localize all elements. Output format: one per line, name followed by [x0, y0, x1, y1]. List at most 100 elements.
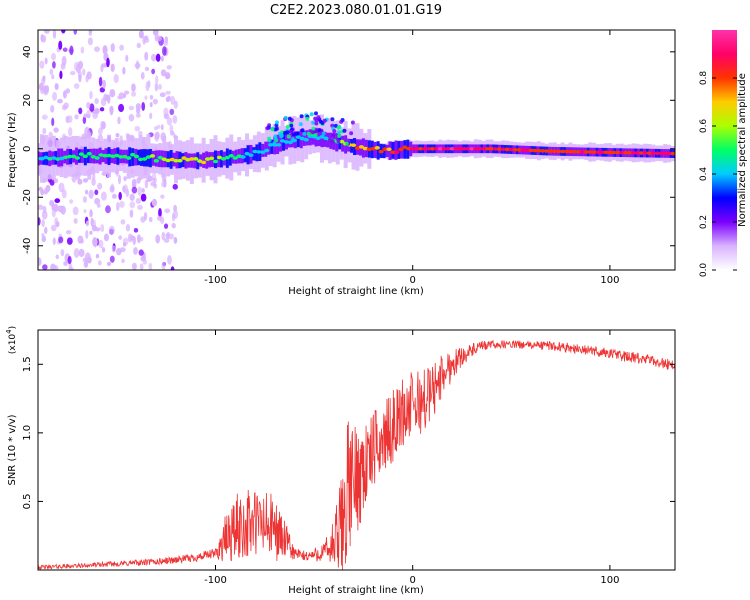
- spectrogram-noise-blob: [148, 262, 153, 270]
- spectrogram-noise-blob: [54, 83, 59, 91]
- spectrogram-ridge-cell: [670, 151, 675, 156]
- spectrogram-ridge-cell: [658, 151, 664, 156]
- spectrogram-noise-blob: [123, 175, 127, 182]
- spectrogram-noise-blob: [163, 40, 169, 46]
- spectrogram-ridge-cell: [82, 154, 88, 159]
- spectrogram-ridge-cell: [106, 153, 112, 158]
- spectrogram-ridge-cell: [201, 160, 207, 165]
- spectrogram-noise-blob: [50, 224, 57, 232]
- spectrogram-noise-blob: [115, 133, 120, 138]
- spectrogram-band-cell: [95, 148, 99, 164]
- spectrogram-ridge-cell: [86, 151, 92, 156]
- spectrogram-noise-blob: [143, 211, 148, 221]
- spectrogram-noise-blob: [49, 200, 55, 207]
- spectrogram-noise-blob: [168, 233, 174, 240]
- spectrogram-noise-blob: [131, 83, 136, 92]
- spectrogram-noise-blob: [159, 92, 166, 98]
- spectrogram-noise-blob: [129, 209, 134, 218]
- spectrogram-ridge-cell: [287, 140, 294, 145]
- spectrogram-hump-cell: [285, 124, 290, 129]
- spectrogram-noise-blob: [138, 130, 143, 137]
- spectrogram-ridge-cell: [481, 146, 487, 151]
- spectrogram-noise-blob: [66, 237, 73, 245]
- spectrogram-noise-blob: [44, 226, 48, 235]
- spectrogram-ridge-cell: [488, 146, 495, 151]
- spectrogram-noise-blob: [165, 96, 170, 102]
- spectrogram-noise-blob: [69, 70, 76, 76]
- spectrogram-noise-blob: [122, 242, 127, 247]
- spectrogram-noise-blob: [59, 70, 63, 80]
- spectrogram-hump-cell: [289, 123, 294, 128]
- spectrogram-noise-blob: [53, 203, 59, 213]
- spectrogram-hump-cell: [310, 130, 315, 135]
- spectrogram-noise-blob: [129, 201, 136, 209]
- spectrogram-band-cell: [181, 153, 185, 168]
- spectrogram-noise-blob: [68, 127, 73, 137]
- spectrogram-noise-blob: [169, 124, 174, 133]
- spectrogram-ridge-cell: [425, 146, 432, 151]
- spectrogram-band-cell: [131, 148, 135, 166]
- spectrogram-ridge-cell: [126, 156, 132, 160]
- spectrogram-hump-cell: [305, 116, 310, 121]
- spectrogram-ridge-cell: [378, 149, 384, 154]
- spectrogram-hump-cell: [311, 126, 316, 131]
- spectrogram-panel: -100 0 100 -40 -20 0 20 40 Height of straight …: [7, 29, 676, 297]
- spectrogram-noise-blob: [128, 113, 135, 122]
- spectrogram-noise-blob: [83, 261, 89, 268]
- spectrogram-noise-blob: [172, 183, 178, 190]
- spectrogram-ridge-cell: [485, 146, 491, 151]
- spectrogram-ridge-cell: [260, 150, 266, 155]
- spectrogram-noise-blob: [140, 72, 145, 80]
- spectrogram-noise-blob: [56, 98, 63, 104]
- spectrogram-noise-blob: [52, 61, 56, 69]
- spectrogram-ridge-cell: [583, 150, 589, 154]
- spectrogram-noise-blob: [62, 90, 67, 99]
- spectrogram-noise-blob: [160, 216, 165, 225]
- spectrogram-ridge-cell: [240, 155, 246, 159]
- spectrogram-ridge-cell: [595, 150, 601, 154]
- spectrogram-noise-blob: [140, 193, 147, 202]
- spectrogram-noise-blob: [87, 37, 93, 46]
- spectrogram-noise-blob: [58, 236, 64, 244]
- spectrogram-ridge-cell: [177, 158, 183, 163]
- spectrogram-ridge-cell: [358, 145, 365, 149]
- spectrogram-hump-cell: [332, 129, 337, 134]
- spectrogram-noise-blob: [101, 247, 106, 253]
- spectrogram-ridge-cell: [599, 150, 605, 155]
- spectrogram-noise-blob: [161, 261, 166, 270]
- spectrogram-noise-blob: [118, 235, 123, 240]
- spectrogram-ridge-cell: [228, 153, 234, 158]
- snr-y-tick-label: 1.0: [22, 425, 33, 441]
- spectrogram-noise-blob: [45, 184, 51, 192]
- spectrogram-noise-blob: [78, 248, 85, 258]
- snr-y-axis-label: SNR (10 * v/v): [7, 414, 18, 485]
- spectrogram-hump-cell: [336, 130, 341, 135]
- spectrogram-hump-cell: [286, 134, 291, 139]
- spectrogram-noise-blob: [167, 255, 172, 265]
- spectrogram-noise-blob: [151, 68, 156, 75]
- spectrogram-hump-cell: [290, 137, 295, 142]
- spectrogram-ridge-cell: [264, 148, 270, 153]
- spectrogram-ridge-cell: [137, 157, 144, 162]
- spectrogram-ridge-cell: [323, 136, 329, 141]
- spectrogram-noise-blob: [151, 198, 158, 207]
- spectrogram-noise-blob: [89, 103, 95, 112]
- spectrogram-noise-blob: [125, 54, 129, 62]
- spectrogram-noise-blob: [161, 231, 166, 241]
- spectrogram-ridge-cell: [429, 146, 436, 151]
- spectrogram-noise-blob: [42, 127, 47, 135]
- spectrogram-x-tick-label: 100: [600, 275, 619, 286]
- spectrogram-hump-cell: [317, 127, 322, 132]
- spectrogram-ridge-cell: [102, 153, 108, 158]
- spectrogram-band-cell: [80, 149, 84, 163]
- spectrogram-ridge-cell: [406, 146, 412, 151]
- snr-frame: [37, 329, 676, 571]
- spectrogram-ridge-cell: [39, 156, 45, 161]
- spectrogram-noise-blob: [69, 199, 74, 204]
- spectrogram-ridge-cell: [623, 150, 629, 155]
- spectrogram-noise-blob: [69, 45, 74, 56]
- spectrogram-noise-blob: [136, 234, 141, 244]
- spectrogram-band-cell: [391, 142, 395, 159]
- spectrogram-band-cell: [140, 149, 144, 166]
- spectrogram-ridge-cell: [433, 146, 439, 151]
